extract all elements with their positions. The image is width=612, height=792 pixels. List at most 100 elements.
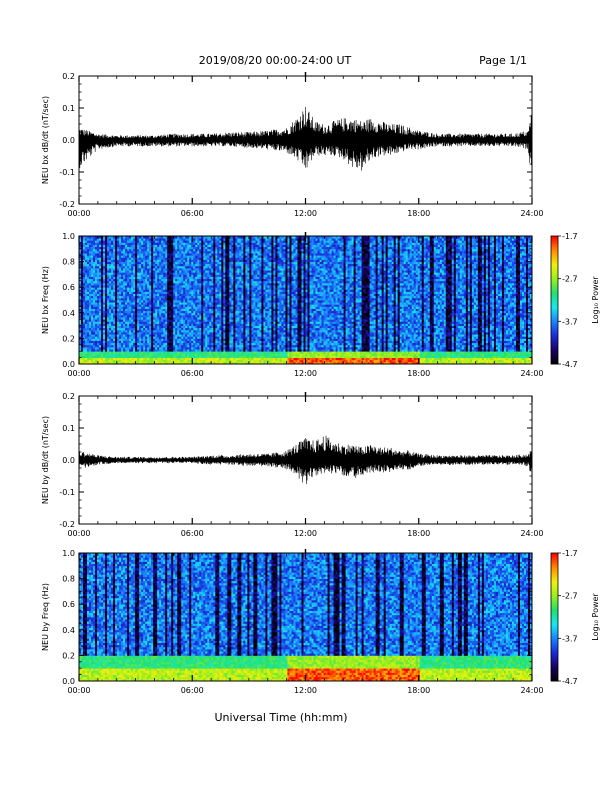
bx-spectrogram-cell xyxy=(149,265,152,269)
bx-spectrogram-cell xyxy=(143,244,146,248)
bx-spectrogram-cell xyxy=(131,304,134,307)
bx-spectrogram-cell xyxy=(175,355,178,358)
bx-spectrogram-cell xyxy=(125,242,128,245)
bx-spectrogram-cell xyxy=(151,306,154,309)
bx-spectrogram-cell xyxy=(125,323,128,326)
bx-spectrogram-cell xyxy=(83,342,86,346)
bx-spectrogram-cell xyxy=(131,349,134,352)
bx-spectrogram-cell xyxy=(79,272,82,275)
bx-spectrogram-cell xyxy=(175,332,178,335)
bx-spectrogram-cell xyxy=(87,353,90,356)
bx-spectrogram-cell xyxy=(97,257,100,260)
bx-spectrogram-cell xyxy=(95,317,98,320)
bx-spectrogram-cell xyxy=(135,265,138,269)
bx-spectrogram-cell xyxy=(169,314,172,318)
bx-spectrogram-cell xyxy=(115,334,118,337)
bx-spectrogram-cell xyxy=(79,255,82,258)
bx-spectrogram-cell xyxy=(87,261,90,265)
bx-spectrogram-cell xyxy=(141,349,144,352)
bx-spectrogram-cell xyxy=(157,261,160,265)
bx-spectrogram-cell xyxy=(133,274,136,277)
bx-spectrogram-cell xyxy=(99,297,102,301)
bx-spectrogram-cell xyxy=(177,240,180,243)
bx-spectrogram-cell xyxy=(165,246,168,250)
bx-spectrogram-cell xyxy=(175,248,178,252)
bx-spectrogram-cell xyxy=(97,314,100,318)
bx-spectrogram-cell xyxy=(115,346,118,350)
bx-spectrogram-cell xyxy=(181,242,184,245)
bx-spectrogram-cell xyxy=(143,291,146,294)
bx-spectrogram-cell xyxy=(83,285,86,288)
bx-spectrogram-cell xyxy=(141,287,144,290)
bx-spectrogram-cell xyxy=(167,268,170,271)
bx-spectrogram-cell xyxy=(87,346,90,350)
bx-spectrogram-cell xyxy=(131,268,134,271)
bx-spectrogram-cell xyxy=(127,278,130,282)
bx-spectrogram-cell xyxy=(111,302,114,305)
bx-spectrogram-cell xyxy=(87,268,90,271)
bx-spectrogram-cell xyxy=(95,255,98,258)
bx-spectrogram-cell xyxy=(139,325,142,329)
bx-spectrogram-cell xyxy=(143,304,146,307)
bx-spectrogram-cell xyxy=(129,274,132,277)
bx-spectrogram-cell xyxy=(97,238,100,241)
bx-spectrogram-cell xyxy=(81,306,84,309)
bx-spectrogram-cell xyxy=(169,346,172,350)
bx-spectrogram-cell xyxy=(145,297,148,301)
bx-spectrogram-cell xyxy=(163,344,166,348)
bx-spectrogram-cell xyxy=(177,280,180,284)
bx-spectrogram-cell xyxy=(183,306,186,309)
bx-spectrogram-cell xyxy=(123,302,126,305)
bx-spectrogram-cell xyxy=(169,297,172,301)
bx-spectrogram-cell xyxy=(143,338,146,341)
bx-spectrogram-cell xyxy=(151,282,154,286)
bx-spectrogram-cell xyxy=(129,261,132,265)
bx-spectrogram-cell xyxy=(151,242,154,245)
bx-spectrogram-cell xyxy=(157,332,160,335)
bx-spectrogram-cell xyxy=(123,268,126,271)
bx-spectrogram-cell xyxy=(105,346,108,350)
bx-spectrogram-cell xyxy=(153,346,156,350)
bx-spectrogram-cell xyxy=(153,344,156,348)
bx-spectrogram-cell xyxy=(171,276,174,280)
bx-spectrogram-cell xyxy=(81,276,84,280)
bx-spectrogram-cell xyxy=(137,325,140,329)
bx-spectrogram-cell xyxy=(117,240,120,243)
bx-spectrogram-cell xyxy=(175,317,178,320)
bx-spectrogram-cell xyxy=(175,263,178,267)
bx-spectrogram-cell xyxy=(171,248,174,252)
y-tick-label: -0.2 xyxy=(59,200,75,209)
bx-spectrogram-cell xyxy=(101,244,104,248)
bx-spectrogram-cell xyxy=(161,319,164,322)
bx-spectrogram-cell xyxy=(157,259,160,262)
bx-spectrogram-cell xyxy=(79,342,82,346)
bx-spectrogram-cell xyxy=(111,242,114,245)
bx-spectrogram-cell xyxy=(133,312,136,316)
bx-spectrogram-cell xyxy=(169,257,172,260)
bx-spectrogram-cell xyxy=(113,293,116,297)
bx-spectrogram-cell xyxy=(97,295,100,299)
bx-spectrogram-cell xyxy=(107,238,110,241)
bx-spectrogram-cell xyxy=(151,357,154,361)
bx-spectrogram-cell xyxy=(93,319,96,322)
bx-spectrogram-cell xyxy=(109,361,112,365)
bx-spectrogram-cell xyxy=(87,319,90,322)
bx-spectrogram-cell xyxy=(167,351,170,354)
bx-spectrogram-cell xyxy=(115,270,118,273)
bx-spectrogram-cell xyxy=(137,329,140,333)
bx-spectrogram-cell xyxy=(175,250,178,254)
bx-spectrogram-cell xyxy=(147,238,150,241)
bx-spectrogram-cell xyxy=(153,293,156,297)
bx-spectrogram-cell xyxy=(119,329,122,333)
bx-spectrogram-cell xyxy=(81,242,84,245)
bx-spectrogram-cell xyxy=(149,293,152,297)
bx-spectrogram-cell xyxy=(149,242,152,245)
bx-spectrogram-cell xyxy=(157,278,160,282)
bx-spectrogram-cell xyxy=(173,321,176,324)
bx-spectrogram-cell xyxy=(87,317,90,320)
bx-spectrogram-cell xyxy=(127,289,130,292)
bx-spectrogram-cell xyxy=(89,353,92,356)
bx-spectrogram-cell xyxy=(155,355,158,358)
bx-spectrogram-cell xyxy=(91,272,94,275)
bx-spectrogram-cell xyxy=(177,351,180,354)
